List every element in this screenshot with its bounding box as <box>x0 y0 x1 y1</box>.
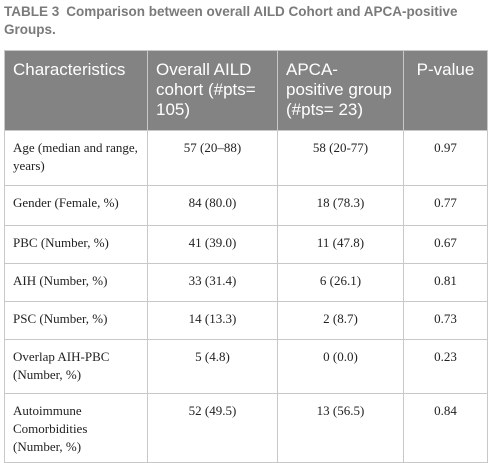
table-label: TABLE 3 <box>4 4 60 19</box>
table-cell: 11 (47.8) <box>277 225 404 264</box>
header-row: Characteristics Overall AILD cohort (#pts… <box>4 50 488 131</box>
table-cell: 13 (56.5) <box>277 393 404 463</box>
table-cell: 84 (80.0) <box>147 185 278 226</box>
table-row: PSC (Number, %) 14 (13.3) 2 (8.7) 0.73 <box>4 301 488 340</box>
row-label: Autoimmune Comorbidities (Number, %) <box>4 393 148 463</box>
table-cell: 2 (8.7) <box>277 301 404 340</box>
table-caption: TABLE 3 Comparison between overall AILD C… <box>4 3 474 39</box>
table-body: Age (median and range, years) 57 (20–88) 5… <box>4 130 488 463</box>
table-row: PBC (Number, %) 41 (39.0) 11 (47.8) 0.67 <box>4 225 488 264</box>
row-label: PSC (Number, %) <box>4 301 148 340</box>
column-header: Overall AILD cohort (#pts= 105) <box>147 50 278 131</box>
table-cell: 58 (20-77) <box>277 130 404 186</box>
row-label: Age (median and range, years) <box>4 130 148 186</box>
table-row: Age (median and range, years) 57 (20–88) 5… <box>4 130 488 186</box>
table-cell: 57 (20–88) <box>147 130 278 186</box>
table-cell: 0.97 <box>403 130 488 186</box>
page: TABLE 3 Comparison between overall AILD C… <box>4 3 488 463</box>
row-label: AIH (Number, %) <box>4 263 148 302</box>
table-cell: 33 (31.4) <box>147 263 278 302</box>
table-cell: 0.84 <box>403 393 488 463</box>
row-label: PBC (Number, %) <box>4 225 148 264</box>
table-cell: 14 (13.3) <box>147 301 278 340</box>
table-cell: 0.73 <box>403 301 488 340</box>
table-cell: 18 (78.3) <box>277 185 404 226</box>
table-cell: 5 (4.8) <box>147 339 278 394</box>
table-row: Overlap AIH-PBC (Number, %) 5 (4.8) 0 (0.0… <box>4 339 488 394</box>
table-cell: 0 (0.0) <box>277 339 404 394</box>
column-header: P-value <box>403 50 488 131</box>
table-cell: 0.67 <box>403 225 488 264</box>
table-row: Autoimmune Comorbidities (Number, %) 52 (… <box>4 393 488 463</box>
table-cell: 52 (49.5) <box>147 393 278 463</box>
data-table: Characteristics Overall AILD cohort (#pts… <box>4 50 488 463</box>
table-cell: 0.23 <box>403 339 488 394</box>
column-header: APCA-positive group (#pts= 23) <box>277 50 404 131</box>
row-label: Overlap AIH-PBC (Number, %) <box>4 339 148 394</box>
column-header: Characteristics <box>4 50 148 131</box>
table-cell: 6 (26.1) <box>277 263 404 302</box>
table-cell: 0.77 <box>403 185 488 226</box>
table-title: Comparison between overall AILD Cohort a… <box>4 4 458 37</box>
table-cell: 0.81 <box>403 263 488 302</box>
table-row: AIH (Number, %) 33 (31.4) 6 (26.1) 0.81 <box>4 263 488 302</box>
table-row: Gender (Female, %) 84 (80.0) 18 (78.3) 0.77 <box>4 185 488 226</box>
table-cell: 41 (39.0) <box>147 225 278 264</box>
row-label: Gender (Female, %) <box>4 185 148 226</box>
